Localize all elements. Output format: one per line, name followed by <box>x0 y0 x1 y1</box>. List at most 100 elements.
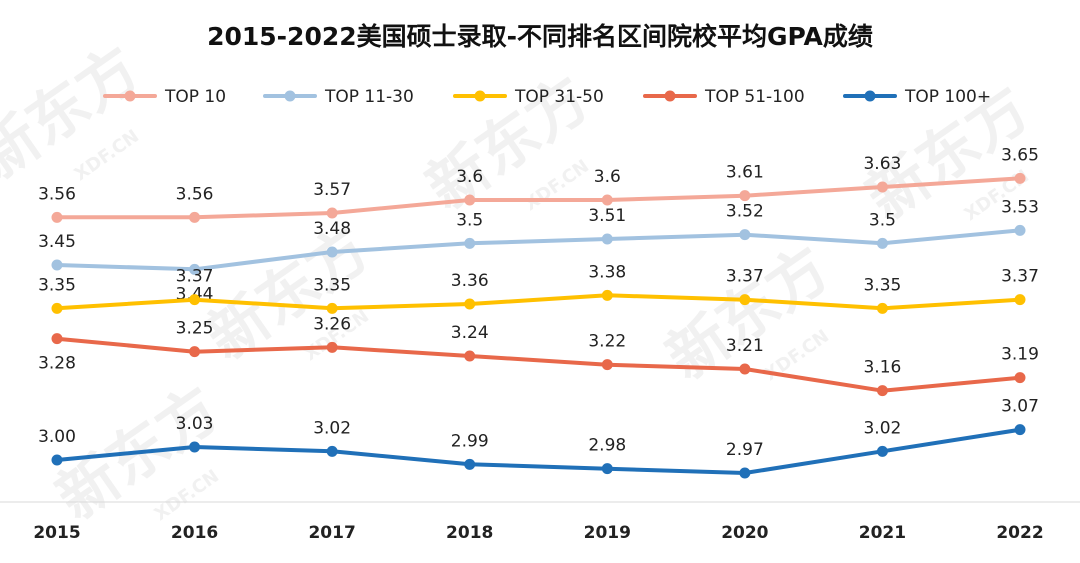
data-label: 3.61 <box>726 163 764 183</box>
data-point <box>601 359 613 371</box>
data-point <box>326 341 338 353</box>
x-tick-label: 2022 <box>996 523 1043 543</box>
legend-swatch-marker <box>284 90 296 102</box>
data-label: 3.38 <box>588 262 626 282</box>
data-point <box>876 445 888 457</box>
data-point <box>326 302 338 314</box>
series-top-51-100: 3.28 3.25 3.26 3.24 3.22 3.21 3.16 3.19 <box>38 314 1039 397</box>
legend-item-top-11-30: TOP 11-30 <box>263 87 414 107</box>
data-point <box>51 454 63 466</box>
series-line <box>55 228 1022 272</box>
data-label: 3.21 <box>726 336 764 356</box>
data-label: 3.26 <box>313 314 351 334</box>
legend-label: TOP 10 <box>164 87 226 107</box>
legend-label: TOP 100+ <box>904 87 991 107</box>
data-label: 3.36 <box>451 271 489 291</box>
data-point <box>601 233 613 245</box>
series-top-10: 3.56 3.56 3.57 3.6 3.6 3.61 3.63 3.65 <box>38 145 1039 223</box>
series-top-31-50: 3.35 3.37 3.35 3.36 3.38 3.37 3.35 3.37 <box>38 262 1039 314</box>
data-point <box>1014 424 1026 436</box>
data-point <box>739 363 751 375</box>
data-point <box>876 237 888 249</box>
data-label: 3.45 <box>38 232 76 252</box>
data-label: 3.53 <box>1001 197 1039 217</box>
data-point <box>189 441 201 453</box>
data-point <box>876 385 888 397</box>
data-point <box>1014 372 1026 384</box>
x-tick-label: 2016 <box>171 523 218 543</box>
data-point <box>464 350 476 362</box>
data-point <box>189 294 201 306</box>
data-label: 3.16 <box>863 358 901 378</box>
data-label: 3.5 <box>456 210 483 230</box>
data-point <box>51 211 63 223</box>
series-line <box>55 336 1022 393</box>
legend-swatch-marker <box>864 90 876 102</box>
data-label: 3.35 <box>863 275 901 295</box>
data-label: 3.19 <box>1001 345 1039 365</box>
data-label: 3.07 <box>1001 397 1039 417</box>
data-point <box>464 194 476 206</box>
data-label: 3.37 <box>176 267 214 287</box>
data-point <box>189 346 201 358</box>
data-label: 3.35 <box>38 275 76 295</box>
data-point <box>1014 172 1026 184</box>
legend-item-top-100: TOP 100+ <box>843 87 991 107</box>
data-point <box>876 181 888 193</box>
data-point <box>876 302 888 314</box>
data-point <box>464 458 476 470</box>
legend-swatch-marker <box>474 90 486 102</box>
data-label: 3.57 <box>313 180 351 200</box>
data-label: 3.51 <box>588 206 626 226</box>
data-label: 3.52 <box>726 202 764 222</box>
series-line <box>55 176 1022 220</box>
legend-label: TOP 11-30 <box>324 87 414 107</box>
series-line <box>55 293 1022 311</box>
data-label: 2.99 <box>451 431 489 451</box>
x-axis-ticks: 2015 2016 2017 2018 2019 2020 2021 2022 <box>33 523 1043 543</box>
data-point <box>464 237 476 249</box>
data-point <box>326 445 338 457</box>
series-layer: 3.563.563.573.63.63.613.633.653.453.443.… <box>38 145 1039 479</box>
x-tick-label: 2019 <box>584 523 631 543</box>
x-tick-label: 2017 <box>308 523 355 543</box>
data-point <box>326 246 338 258</box>
series-top-11-30: 3.453.443.483.53.513.523.53.53 <box>38 197 1039 304</box>
legend-item-top-10: TOP 10 <box>103 87 226 107</box>
data-point <box>601 463 613 475</box>
data-point <box>464 298 476 310</box>
legend-swatch-marker <box>664 90 676 102</box>
data-label: 3.24 <box>451 323 489 343</box>
series-line <box>55 427 1022 475</box>
data-label: 3.28 <box>38 354 76 374</box>
data-point <box>1014 224 1026 236</box>
data-point <box>601 194 613 206</box>
data-label: 3.5 <box>869 210 896 230</box>
data-point <box>739 467 751 479</box>
data-point <box>51 259 63 271</box>
data-label: 3.56 <box>38 184 76 204</box>
data-point <box>601 289 613 301</box>
data-label: 3.6 <box>594 167 621 187</box>
data-label: 2.98 <box>588 436 626 456</box>
data-point <box>51 302 63 314</box>
data-label: 3.22 <box>588 332 626 352</box>
data-label: 3.25 <box>176 319 214 339</box>
legend-item-top-51-100: TOP 51-100 <box>643 87 805 107</box>
data-point <box>189 263 201 275</box>
legend-item-top-31-50: TOP 31-50 <box>453 87 604 107</box>
data-label: 3.02 <box>863 418 901 438</box>
data-point <box>739 190 751 202</box>
data-point <box>739 294 751 306</box>
data-label: 3.6 <box>456 167 483 187</box>
data-point <box>326 207 338 219</box>
data-label: 3.56 <box>176 184 214 204</box>
data-point <box>1014 294 1026 306</box>
data-label: 3.00 <box>38 427 76 447</box>
data-point <box>51 333 63 345</box>
chart-title: 2015-2022美国硕士录取-不同排名区间院校平均GPA成绩 <box>207 22 873 51</box>
data-label: 3.37 <box>726 267 764 287</box>
data-label: 3.35 <box>313 275 351 295</box>
x-tick-label: 2021 <box>859 523 906 543</box>
